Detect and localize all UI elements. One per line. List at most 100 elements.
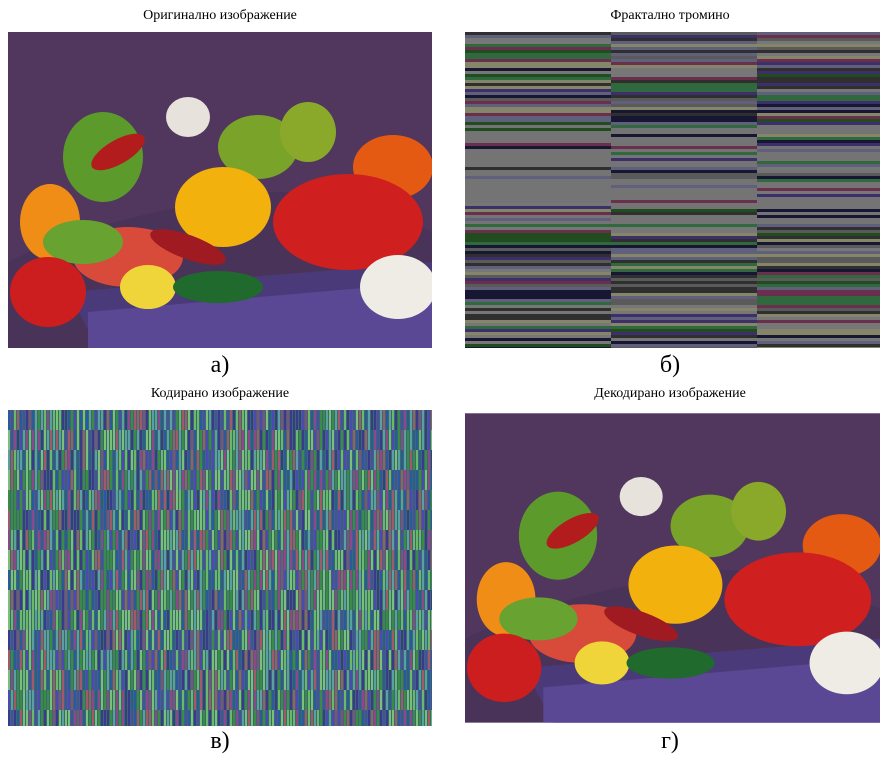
texture — [236, 530, 238, 550]
texture — [158, 610, 160, 630]
texture — [65, 630, 67, 650]
texture — [35, 490, 37, 510]
texture — [206, 410, 208, 430]
texture — [611, 71, 757, 74]
texture — [611, 194, 757, 197]
texture — [164, 690, 166, 710]
texture — [188, 690, 190, 710]
texture — [383, 410, 385, 430]
texture — [59, 570, 61, 590]
texture — [371, 550, 373, 570]
texture — [71, 510, 73, 530]
texture — [221, 530, 223, 550]
texture — [290, 470, 292, 490]
texture — [29, 710, 31, 726]
texture — [56, 490, 58, 510]
texture — [233, 690, 235, 710]
texture — [59, 450, 61, 470]
texture — [233, 470, 235, 490]
texture — [419, 550, 421, 570]
texture — [44, 630, 46, 650]
texture — [8, 570, 10, 590]
texture — [131, 510, 133, 530]
texture — [266, 490, 268, 510]
texture — [203, 470, 205, 490]
texture — [465, 302, 611, 305]
texture — [290, 490, 292, 510]
texture — [611, 131, 757, 134]
texture — [392, 630, 394, 650]
texture — [122, 650, 124, 670]
texture — [428, 450, 430, 470]
texture — [182, 670, 184, 690]
texture — [125, 590, 127, 610]
texture — [230, 510, 232, 530]
texture — [176, 710, 178, 726]
texture — [757, 125, 880, 128]
texture — [757, 230, 880, 233]
texture — [356, 690, 358, 710]
texture — [122, 490, 124, 510]
texture — [356, 670, 358, 690]
texture — [374, 430, 376, 450]
texture — [185, 510, 187, 530]
texture — [23, 650, 25, 670]
texture — [104, 650, 106, 670]
texture — [152, 710, 154, 726]
texture — [389, 530, 391, 550]
texture — [362, 410, 364, 430]
texture — [344, 670, 346, 690]
texture — [41, 490, 43, 510]
texture — [74, 670, 76, 690]
texture — [465, 224, 611, 227]
texture — [407, 650, 409, 670]
texture — [254, 610, 256, 630]
texture — [98, 570, 100, 590]
texture — [131, 670, 133, 690]
texture — [395, 410, 397, 430]
texture — [11, 590, 13, 610]
texture — [368, 570, 370, 590]
texture — [465, 347, 611, 348]
texture — [341, 530, 343, 550]
texture — [757, 311, 880, 314]
texture — [143, 710, 145, 726]
texture — [386, 490, 388, 510]
texture — [62, 430, 64, 450]
texture — [266, 670, 268, 690]
texture — [377, 490, 379, 510]
texture — [209, 450, 211, 470]
texture — [365, 710, 367, 726]
texture — [8, 470, 10, 490]
texture — [221, 670, 223, 690]
texture — [374, 630, 376, 650]
panel-title: Оригинално изображение — [5, 8, 435, 24]
texture — [188, 590, 190, 610]
texture — [47, 470, 49, 490]
texture — [275, 470, 277, 490]
texture — [611, 89, 757, 92]
texture — [167, 550, 169, 570]
texture — [308, 690, 310, 710]
texture — [332, 450, 334, 470]
texture — [8, 510, 10, 530]
texture — [374, 590, 376, 610]
texture — [173, 450, 175, 470]
texture — [611, 308, 757, 311]
texture — [179, 530, 181, 550]
texture — [422, 450, 424, 470]
texture — [161, 590, 163, 610]
texture — [389, 650, 391, 670]
texture — [611, 50, 757, 53]
texture — [611, 56, 757, 59]
texture — [416, 430, 418, 450]
texture — [465, 287, 611, 290]
texture — [119, 650, 121, 670]
texture — [296, 650, 298, 670]
texture — [122, 630, 124, 650]
texture — [182, 450, 184, 470]
texture — [230, 710, 232, 726]
texture — [173, 710, 175, 726]
texture — [320, 650, 322, 670]
texture — [38, 590, 40, 610]
